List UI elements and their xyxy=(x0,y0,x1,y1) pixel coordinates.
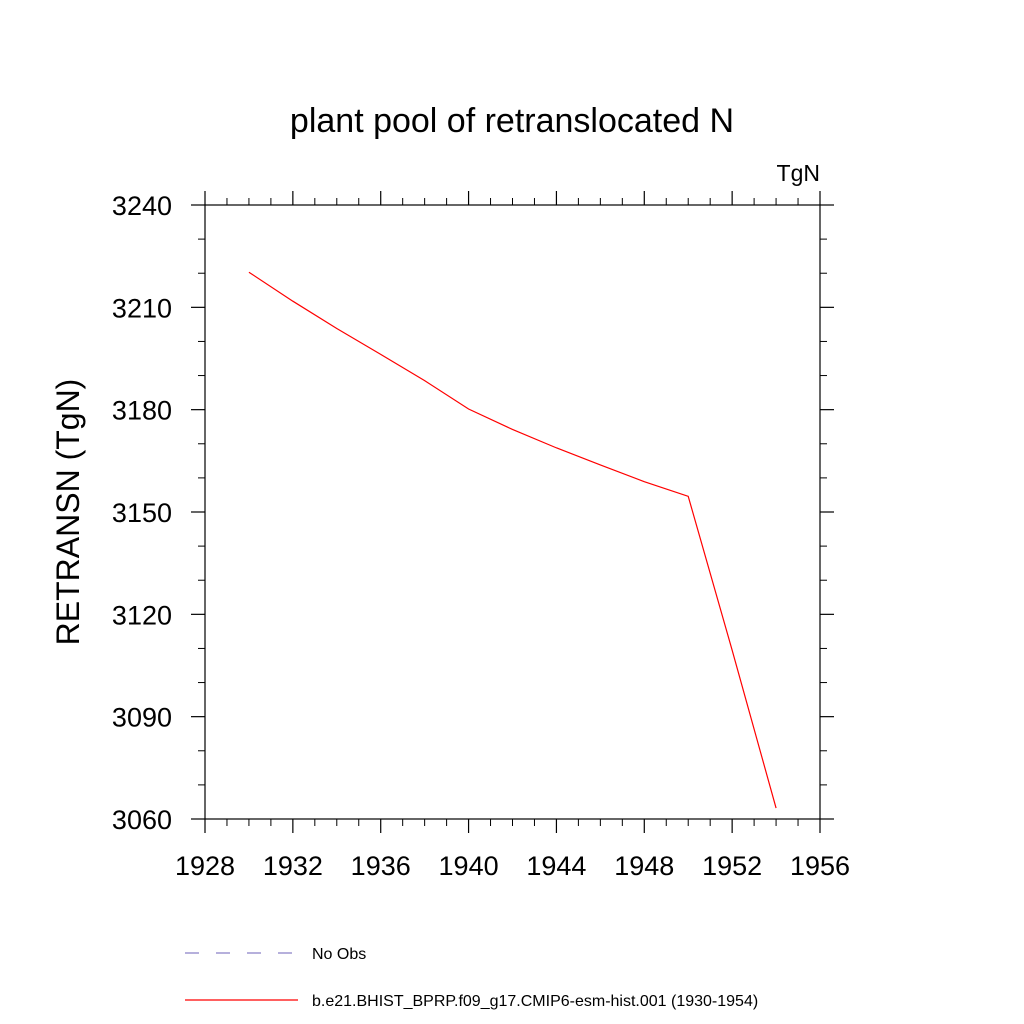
y-tick-label: 3090 xyxy=(112,703,172,733)
x-tick-label: 1956 xyxy=(790,851,850,881)
x-tick-label: 1936 xyxy=(351,851,411,881)
axis-ticks: 1928 1932 1936 1940 1944 1948 1952 1956 3060 3090… xyxy=(112,191,850,881)
y-axis-label: RETRANSN (TgN) xyxy=(50,379,86,646)
series-line xyxy=(248,271,777,809)
y-tick-label: 3240 xyxy=(112,191,172,221)
data-series xyxy=(248,271,777,809)
x-tick-label: 1928 xyxy=(175,851,235,881)
legend-label: No Obs xyxy=(312,946,366,963)
y-tick-label: 3180 xyxy=(112,396,172,426)
units-label: TgN xyxy=(777,160,820,186)
x-tick-label: 1948 xyxy=(614,851,674,881)
chart-title: plant pool of retranslocated N xyxy=(290,102,734,140)
legend: No Obs b.e21.BHIST_BPRP.f09_g17.CMIP6-esm… xyxy=(185,946,758,1010)
y-tick-label: 3210 xyxy=(112,293,172,323)
plot-frame xyxy=(204,204,821,820)
x-tick-label: 1952 xyxy=(702,851,762,881)
legend-label: b.e21.BHIST_BPRP.f09_g17.CMIP6-esm-hist.… xyxy=(312,993,758,1010)
plot-area: 1928 1932 1936 1940 1944 1948 1952 1956 3060 3090… xyxy=(112,191,850,881)
x-tick-label: 1932 xyxy=(263,851,323,881)
y-tick-label: 3060 xyxy=(112,805,172,835)
y-tick-label: 3120 xyxy=(112,600,172,630)
x-tick-label: 1940 xyxy=(439,851,499,881)
y-tick-label: 3150 xyxy=(112,498,172,528)
x-tick-label: 1944 xyxy=(526,851,586,881)
